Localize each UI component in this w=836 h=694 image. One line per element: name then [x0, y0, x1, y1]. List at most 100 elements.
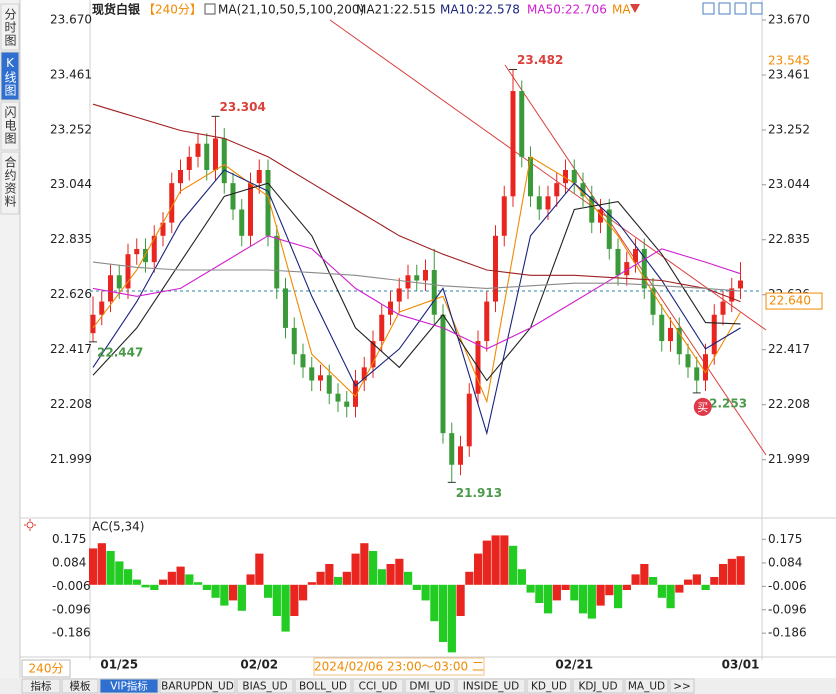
footer-tab[interactable]: [294, 678, 352, 694]
candle-body: [720, 301, 726, 315]
y-tick-label-left: 23.252: [50, 123, 92, 137]
sidebar-tab-label[interactable]: 闪电图: [3, 106, 17, 145]
candle-body: [213, 138, 218, 170]
tool-icon[interactable]: [750, 2, 763, 15]
y-tick-label-right: -0.186: [768, 626, 807, 640]
candle-body: [90, 314, 96, 334]
footer-tab-label[interactable]: INSIDE_UD: [463, 681, 519, 693]
ma-line: [92, 235, 741, 350]
ac-bar: [124, 569, 133, 585]
candle-body: [125, 254, 131, 289]
footer-tab-label[interactable]: >>: [673, 681, 691, 693]
candle-body: [335, 393, 341, 402]
period-box[interactable]: [21, 659, 71, 678]
ac-bar: [395, 558, 404, 585]
sidebar-tab-label[interactable]: K线图: [3, 56, 17, 97]
footer-tab[interactable]: [99, 678, 159, 694]
candle-body: [344, 401, 350, 407]
footer-tab-label[interactable]: KDJ_UD: [578, 681, 617, 693]
footer-tab[interactable]: [352, 678, 404, 694]
ac-bar: [150, 584, 159, 590]
header-item: 【240分】: [143, 3, 202, 17]
footer-tab-label[interactable]: 指标: [31, 680, 52, 693]
ac-bar: [526, 584, 535, 593]
ac-bar: [579, 584, 588, 614]
ac-bar: [299, 584, 308, 601]
candle-body: [195, 143, 201, 157]
candle-body: [283, 288, 288, 328]
ma-line: [92, 169, 741, 436]
candle-body: [309, 367, 315, 381]
candle-body: [536, 196, 542, 210]
ac-bar: [482, 540, 491, 585]
footer-tab[interactable]: [526, 678, 572, 694]
ac-bar: [552, 584, 561, 601]
ac-bar: [351, 553, 360, 585]
footer-tab-label[interactable]: 模板: [70, 680, 91, 693]
footer-tab[interactable]: [669, 678, 695, 694]
footer-tab-label[interactable]: BOLL_UD: [299, 681, 347, 693]
ac-bar: [517, 569, 526, 585]
tool-icon[interactable]: [718, 2, 731, 15]
ac-bar: [325, 564, 334, 585]
footer-tab[interactable]: [572, 678, 624, 694]
tool-icon[interactable]: [734, 2, 747, 15]
ac-bar: [701, 584, 710, 590]
candle-body: [178, 170, 183, 184]
ac-bar: [456, 584, 465, 616]
candle-body: [361, 367, 367, 381]
candle-body: [414, 275, 420, 281]
footer-tab-label[interactable]: KD_UD: [531, 681, 567, 693]
ac-bar: [360, 543, 369, 585]
dropdown-icon[interactable]: [630, 4, 640, 13]
footer-tab-label[interactable]: MA_UD: [628, 681, 665, 693]
y-tick-label-left: 22.417: [50, 342, 92, 356]
y-tick-label-right: 22.417: [768, 342, 810, 356]
header-item: MA(21,10,50,5,100,200): [218, 3, 364, 17]
y-tick-label-left: 22.835: [50, 232, 92, 246]
footer-tab[interactable]: [236, 678, 294, 694]
footer-tab[interactable]: [21, 678, 61, 694]
candle-body: [379, 314, 385, 342]
ac-bar: [474, 553, 483, 585]
ac-bar: [237, 584, 246, 611]
candle-body: [423, 270, 428, 281]
sidebar-tab[interactable]: [0, 3, 20, 51]
x-tick-label: 02/21: [555, 658, 593, 672]
footer-tab-label[interactable]: BARUPDN_UD: [161, 681, 234, 693]
extreme-label: 23.482: [517, 53, 563, 67]
footer-tab[interactable]: [404, 678, 456, 694]
price-label-box: [765, 292, 823, 310]
extreme-label: 23.304: [220, 100, 266, 114]
trend-line: [329, 19, 767, 331]
sidebar-tab[interactable]: [0, 51, 20, 101]
footer-tab-label[interactable]: DMI_UD: [409, 681, 450, 693]
ac-bar: [159, 579, 168, 585]
buy-signal-label[interactable]: 买: [697, 401, 708, 414]
candle-body: [668, 327, 673, 342]
period-label[interactable]: 240分: [29, 662, 64, 676]
tool-icon[interactable]: [702, 2, 715, 15]
footer-tab-label[interactable]: VIP指标: [110, 680, 148, 693]
candle-body: [484, 301, 490, 342]
sidebar-tab[interactable]: [0, 151, 20, 215]
candle-body: [606, 209, 612, 249]
sidebar-tab[interactable]: [0, 101, 20, 151]
y-tick-label-left: 22.626: [50, 287, 92, 301]
ma-line: [92, 261, 741, 292]
y-tick-label-right: 23.461: [768, 68, 810, 82]
indicator-icon[interactable]: [204, 3, 216, 15]
sidebar-tab-label[interactable]: 分时图: [3, 8, 17, 47]
candle-body: [300, 354, 306, 368]
footer-tab[interactable]: [456, 678, 526, 694]
footer-tab[interactable]: [159, 678, 236, 694]
sidebar-tab-label[interactable]: 合约资料: [3, 155, 17, 208]
footer-tab-label[interactable]: BIAS_UD: [242, 681, 287, 693]
ac-bar: [439, 584, 448, 642]
candle-body: [650, 288, 656, 315]
y-tick-label-left: 0.175: [52, 532, 86, 546]
footer-tab-label[interactable]: CCI_UD: [359, 681, 398, 693]
buy-signal[interactable]: [693, 397, 712, 416]
footer-tab[interactable]: [61, 678, 99, 694]
footer-tab[interactable]: [624, 678, 669, 694]
